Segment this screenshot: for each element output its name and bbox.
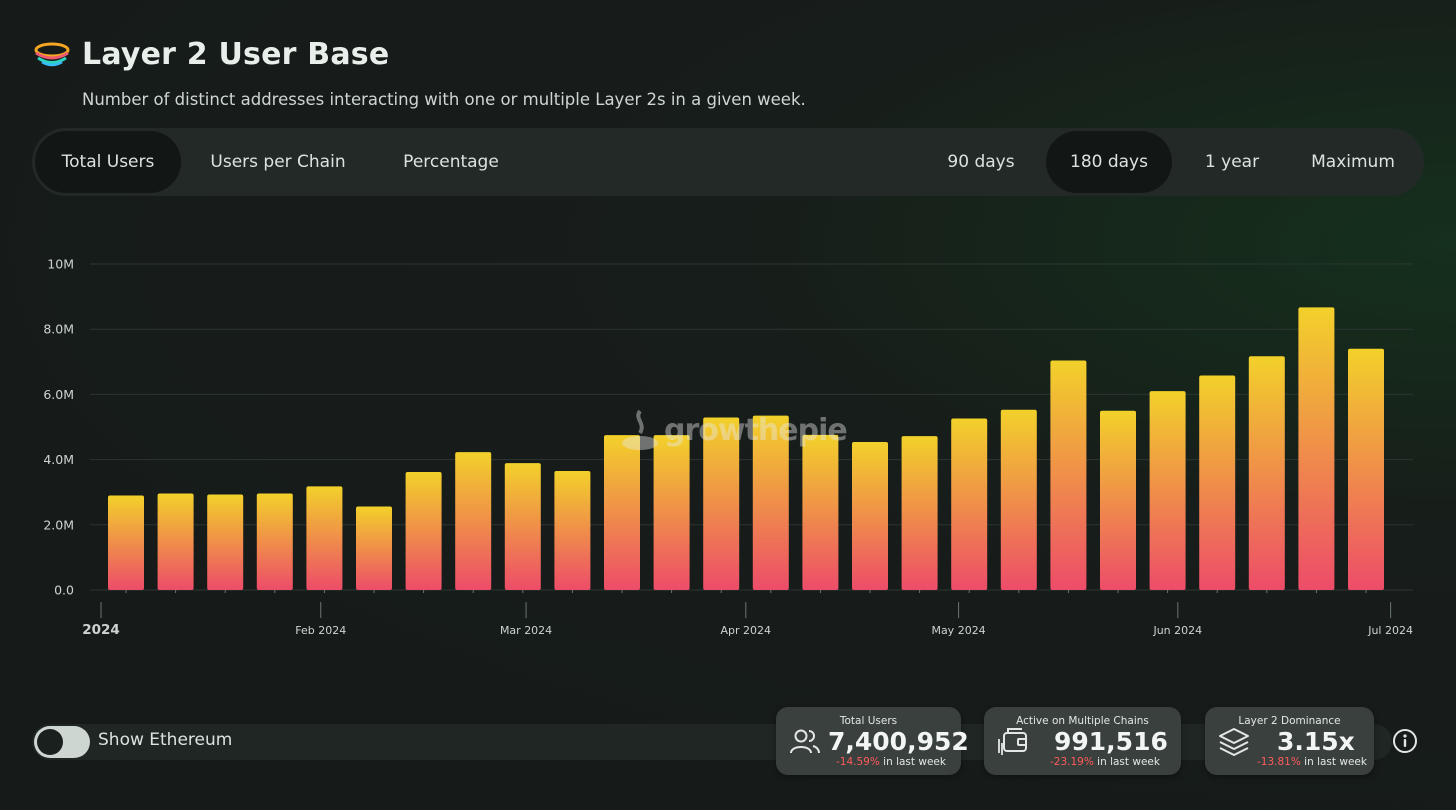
multiple-chains-card: Active on Multiple Chains 991,516 -23.19… bbox=[984, 707, 1181, 775]
bar[interactable] bbox=[703, 417, 740, 590]
bar[interactable] bbox=[1149, 391, 1186, 590]
page-subtitle: Number of distinct addresses interacting… bbox=[82, 90, 806, 109]
chart-toolbar: Total Users Users per Chain Percentage 9… bbox=[32, 128, 1424, 196]
y-tick-label: 0.0 bbox=[54, 583, 74, 598]
range-180-days[interactable]: 180 days bbox=[1046, 131, 1172, 193]
range-1-year[interactable]: 1 year bbox=[1204, 152, 1260, 172]
range-maximum[interactable]: Maximum bbox=[1311, 152, 1395, 172]
bottom-bar bbox=[32, 724, 1392, 760]
layer2-dominance-card: Layer 2 Dominance 3.15x -13.81% in last … bbox=[1205, 707, 1374, 775]
toggle-knob bbox=[37, 729, 63, 755]
show-ethereum-toggle[interactable] bbox=[34, 726, 90, 758]
card-change: -23.19% in last week bbox=[1050, 756, 1160, 768]
x-tick-label: Feb 2024 bbox=[295, 624, 346, 637]
card-value: 3.15x bbox=[1277, 727, 1355, 756]
change-percent: -23.19% bbox=[1050, 756, 1094, 768]
bar[interactable] bbox=[852, 441, 888, 590]
card-label: Layer 2 Dominance bbox=[1238, 715, 1341, 727]
users-bar-chart: 0.0 2.0M 4.0M 6.0M 8.0M 10M 2024 Feb 2024 Mar 2… bbox=[43, 257, 1413, 638]
y-tick-label: 6.0M bbox=[43, 387, 74, 402]
wallet-icon bbox=[998, 728, 1027, 755]
info-icon[interactable] bbox=[1392, 728, 1418, 754]
watermark-text: growthepie bbox=[664, 412, 848, 448]
bar[interactable] bbox=[504, 463, 541, 590]
layers-icon bbox=[1219, 728, 1249, 756]
y-tick-label: 8.0M bbox=[43, 322, 74, 337]
page-title: Layer 2 User Base bbox=[82, 36, 390, 72]
change-percent: -14.59% bbox=[836, 756, 880, 768]
x-tick-label: Apr 2024 bbox=[721, 624, 772, 637]
bar[interactable] bbox=[901, 436, 938, 590]
bar[interactable] bbox=[951, 418, 988, 590]
bar[interactable] bbox=[752, 415, 789, 590]
bar[interactable] bbox=[405, 471, 442, 590]
card-label: Total Users bbox=[839, 715, 898, 727]
bar[interactable] bbox=[356, 506, 392, 590]
y-tick-label: 10M bbox=[47, 257, 74, 272]
bar[interactable] bbox=[306, 486, 343, 590]
x-tick-label: Jul 2024 bbox=[1367, 624, 1413, 637]
x-tick-label: Mar 2024 bbox=[500, 624, 552, 637]
change-suffix: in last week bbox=[1093, 756, 1160, 768]
bar[interactable] bbox=[455, 452, 492, 590]
bar[interactable] bbox=[108, 495, 144, 590]
bar[interactable] bbox=[1050, 360, 1087, 590]
bar[interactable] bbox=[1100, 410, 1136, 590]
watermark: growthepie bbox=[620, 405, 848, 455]
tab-users-per-chain[interactable]: Users per Chain bbox=[210, 152, 346, 172]
header: Layer 2 User Base bbox=[34, 34, 389, 74]
users-icon bbox=[790, 729, 820, 754]
card-value: 991,516 bbox=[1054, 727, 1168, 756]
card-value: 7,400,952 bbox=[828, 727, 969, 756]
range-90-days[interactable]: 90 days bbox=[947, 152, 1015, 172]
change-suffix: in last week bbox=[879, 756, 946, 768]
bar[interactable] bbox=[604, 435, 640, 590]
x-tick-label: Jun 2024 bbox=[1152, 624, 1202, 637]
bar[interactable] bbox=[1348, 348, 1384, 590]
pie-watermark-icon bbox=[622, 409, 658, 450]
bar[interactable] bbox=[157, 493, 194, 590]
bar[interactable] bbox=[802, 434, 839, 590]
change-suffix: in last week bbox=[1300, 756, 1367, 768]
card-label: Active on Multiple Chains bbox=[1016, 715, 1149, 727]
total-users-card: Total Users 7,400,952 -14.59% in last we… bbox=[776, 707, 969, 775]
bar[interactable] bbox=[1248, 356, 1285, 590]
bar[interactable] bbox=[653, 435, 690, 590]
tab-percentage[interactable]: Percentage bbox=[403, 152, 499, 172]
change-percent: -13.81% bbox=[1257, 756, 1301, 768]
x-tick-label: 2024 bbox=[82, 622, 120, 638]
card-change: -13.81% in last week bbox=[1257, 756, 1367, 768]
bar[interactable] bbox=[1298, 307, 1335, 590]
bar[interactable] bbox=[207, 494, 244, 590]
bar[interactable] bbox=[1000, 409, 1037, 590]
show-ethereum-label: Show Ethereum bbox=[98, 730, 233, 750]
y-tick-label: 4.0M bbox=[43, 452, 74, 467]
bar[interactable] bbox=[256, 493, 293, 590]
bar[interactable] bbox=[554, 471, 591, 590]
bar[interactable] bbox=[1199, 375, 1236, 590]
tab-total-users[interactable]: Total Users bbox=[35, 131, 181, 193]
growthepie-logo-icon bbox=[34, 42, 70, 67]
x-tick-label: May 2024 bbox=[931, 624, 985, 637]
card-change: -14.59% in last week bbox=[836, 756, 946, 768]
y-tick-label: 2.0M bbox=[43, 517, 74, 532]
